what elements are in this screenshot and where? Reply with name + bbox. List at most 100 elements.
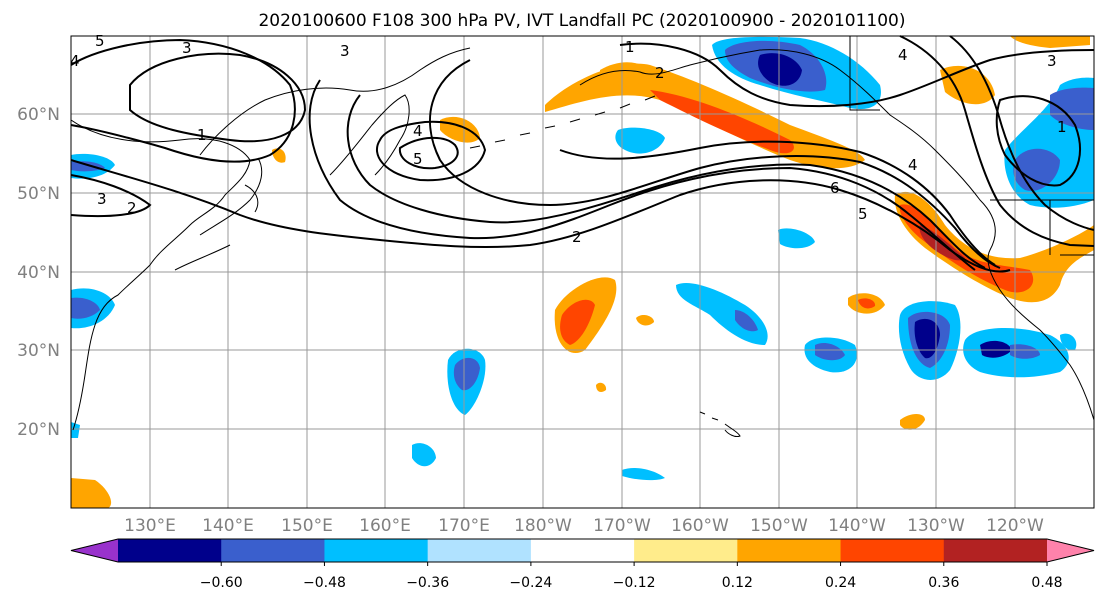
coast-alaska	[579, 49, 1095, 421]
positive-ivt-california	[894, 191, 1094, 303]
pv-contour-north-1	[619, 42, 1095, 108]
contour-label-4-kamchatka: 4	[413, 122, 423, 140]
colorbar-tick-label: 0.24	[825, 575, 856, 591]
contour-label-3-nw: 3	[182, 39, 192, 57]
positive-ivt-small-1-core	[858, 298, 876, 309]
lon-label-3: 160°E	[359, 516, 411, 536]
negative-ivt-125w-mid	[1010, 344, 1040, 359]
contour-label-3-left: 3	[97, 190, 107, 208]
colorbar-tick-label: 0.12	[722, 575, 753, 591]
pv-contours	[70, 35, 1095, 273]
pv-contour-left-3	[70, 174, 152, 218]
pv-contour-2	[70, 159, 1011, 273]
pv-contour-nw-2	[129, 52, 307, 143]
lon-label-9: 140°W	[828, 516, 886, 536]
lat-label-50n: 50°N	[17, 184, 60, 204]
lon-label-11: 120°W	[986, 516, 1044, 536]
lon-label-8: 150°W	[750, 516, 808, 536]
lat-label-60n: 60°N	[17, 105, 60, 125]
latitude-labels: 20°N 30°N 40°N 50°N 60°N	[17, 105, 60, 440]
lat-label-30n: 30°N	[17, 341, 60, 361]
positive-ivt-small-4	[596, 382, 607, 393]
pv-contour-nw-3	[70, 38, 296, 163]
colorbar-outline	[70, 538, 1095, 563]
contour-label-4-coast: 4	[908, 156, 918, 174]
negative-ivt-165w-small	[622, 467, 665, 481]
colorbar-segment	[530, 539, 635, 562]
colorbar-extend-low	[71, 539, 118, 562]
pv-contour-low-inner	[398, 136, 459, 170]
negative-ivt-170e-core	[453, 357, 480, 391]
colorbar: −0.60 −0.48 −0.36 −0.24 −0.12 0.12 0.24 0.36 0.4…	[70, 538, 1095, 591]
pv-contour-6	[559, 140, 996, 266]
colorbar-segment	[427, 539, 532, 562]
coastlines	[70, 36, 1095, 437]
negative-ivt-135w-core	[914, 318, 940, 359]
pv-contour-3	[308, 79, 976, 271]
colorbar-segment	[324, 539, 429, 562]
contour-label-1-alaska: 1	[625, 38, 635, 56]
pv-contour-5	[429, 59, 1001, 269]
map-panel: 1 2 3 3 4 5 3 4 5 2 1 2 6 5 4 4 3 1	[70, 32, 1095, 509]
colorbar-extend-high	[1047, 539, 1094, 562]
positive-ivt-bottom-left	[71, 478, 112, 508]
longitude-labels: 130°E 140°E 150°E 160°E 170°E 180°W 170°…	[124, 516, 1044, 536]
contour-label-2-alaska: 2	[655, 64, 665, 82]
colorbar-segment	[634, 539, 738, 562]
negative-ivt-125w-core	[980, 340, 1012, 358]
positive-ivt-small-3	[900, 414, 925, 430]
colorbar-segment	[840, 539, 945, 562]
colorbar-segment	[943, 539, 1048, 562]
contour-label-3-okhotsk: 3	[340, 42, 350, 60]
positive-ivt-california-core	[899, 204, 1034, 293]
coast-kamchatka	[329, 94, 410, 176]
contour-label-1-japan: 1	[197, 126, 207, 144]
lat-label-40n: 40°N	[17, 263, 60, 283]
negative-ivt-165e-small	[412, 443, 436, 467]
contour-label-5-kamchatka: 5	[413, 150, 423, 168]
negative-ivt-gulf-core	[758, 53, 802, 86]
coast-asia-mainland	[70, 119, 251, 431]
positive-ivt-bc	[940, 65, 995, 105]
lon-label-10: 130°W	[907, 516, 965, 536]
lon-label-4: 170°E	[438, 516, 490, 536]
positive-ivt-small-alaska	[600, 62, 650, 87]
coast-okhotsk	[199, 47, 471, 156]
coast-aleutians	[469, 95, 656, 149]
positive-ivt-top-right	[1010, 36, 1090, 48]
coast-hawaii	[699, 411, 741, 437]
contour-label-2-mid: 2	[572, 228, 582, 246]
contour-label-5-nw: 5	[95, 32, 105, 50]
negative-ivt-sakhalin	[615, 127, 665, 154]
ivt-shading	[71, 36, 1094, 508]
negative-ivt-japan-core	[71, 161, 105, 172]
contour-label-1-east: 1	[1057, 118, 1067, 136]
colorbar-segment	[221, 539, 325, 562]
coast-japan	[174, 157, 263, 271]
negative-ivt-150w-core	[815, 343, 845, 361]
lat-label-20n: 20°N	[17, 420, 60, 440]
colorbar-segment	[737, 539, 842, 562]
negative-ivt-bottom-left	[71, 422, 80, 438]
pv-contour-4	[346, 94, 986, 269]
lon-label-6: 170°W	[593, 516, 651, 536]
lon-label-7: 160°W	[671, 516, 729, 536]
border-alaska	[849, 36, 880, 111]
contour-label-2-left: 2	[127, 199, 137, 217]
colorbar-tick-label: 0.36	[928, 575, 959, 591]
map-frame	[70, 35, 1095, 509]
negative-ivt-165w-core	[735, 310, 758, 332]
negative-ivt-160w-small	[778, 228, 815, 249]
pv-contour-low-kamchatka	[375, 120, 487, 182]
lon-label-2: 150°E	[281, 516, 333, 536]
contour-label-6-gulf: 6	[830, 179, 840, 197]
map-title: 2020100600 F108 300 hPa PV, IVT Landfall…	[258, 11, 905, 31]
positive-ivt-core-alaska	[650, 90, 794, 154]
colorbar-tick-label: 0.48	[1031, 575, 1062, 591]
negative-ivt-165w	[676, 282, 768, 345]
colorbar-tick-label: −0.12	[613, 575, 656, 591]
contour-labels: 1 2 3 3 4 5 3 4 5 2 1 2 6 5 4 4 3 1	[70, 32, 1067, 246]
negative-ivt-canada-top	[1050, 87, 1094, 130]
pv-contour-ridge	[899, 35, 1095, 247]
